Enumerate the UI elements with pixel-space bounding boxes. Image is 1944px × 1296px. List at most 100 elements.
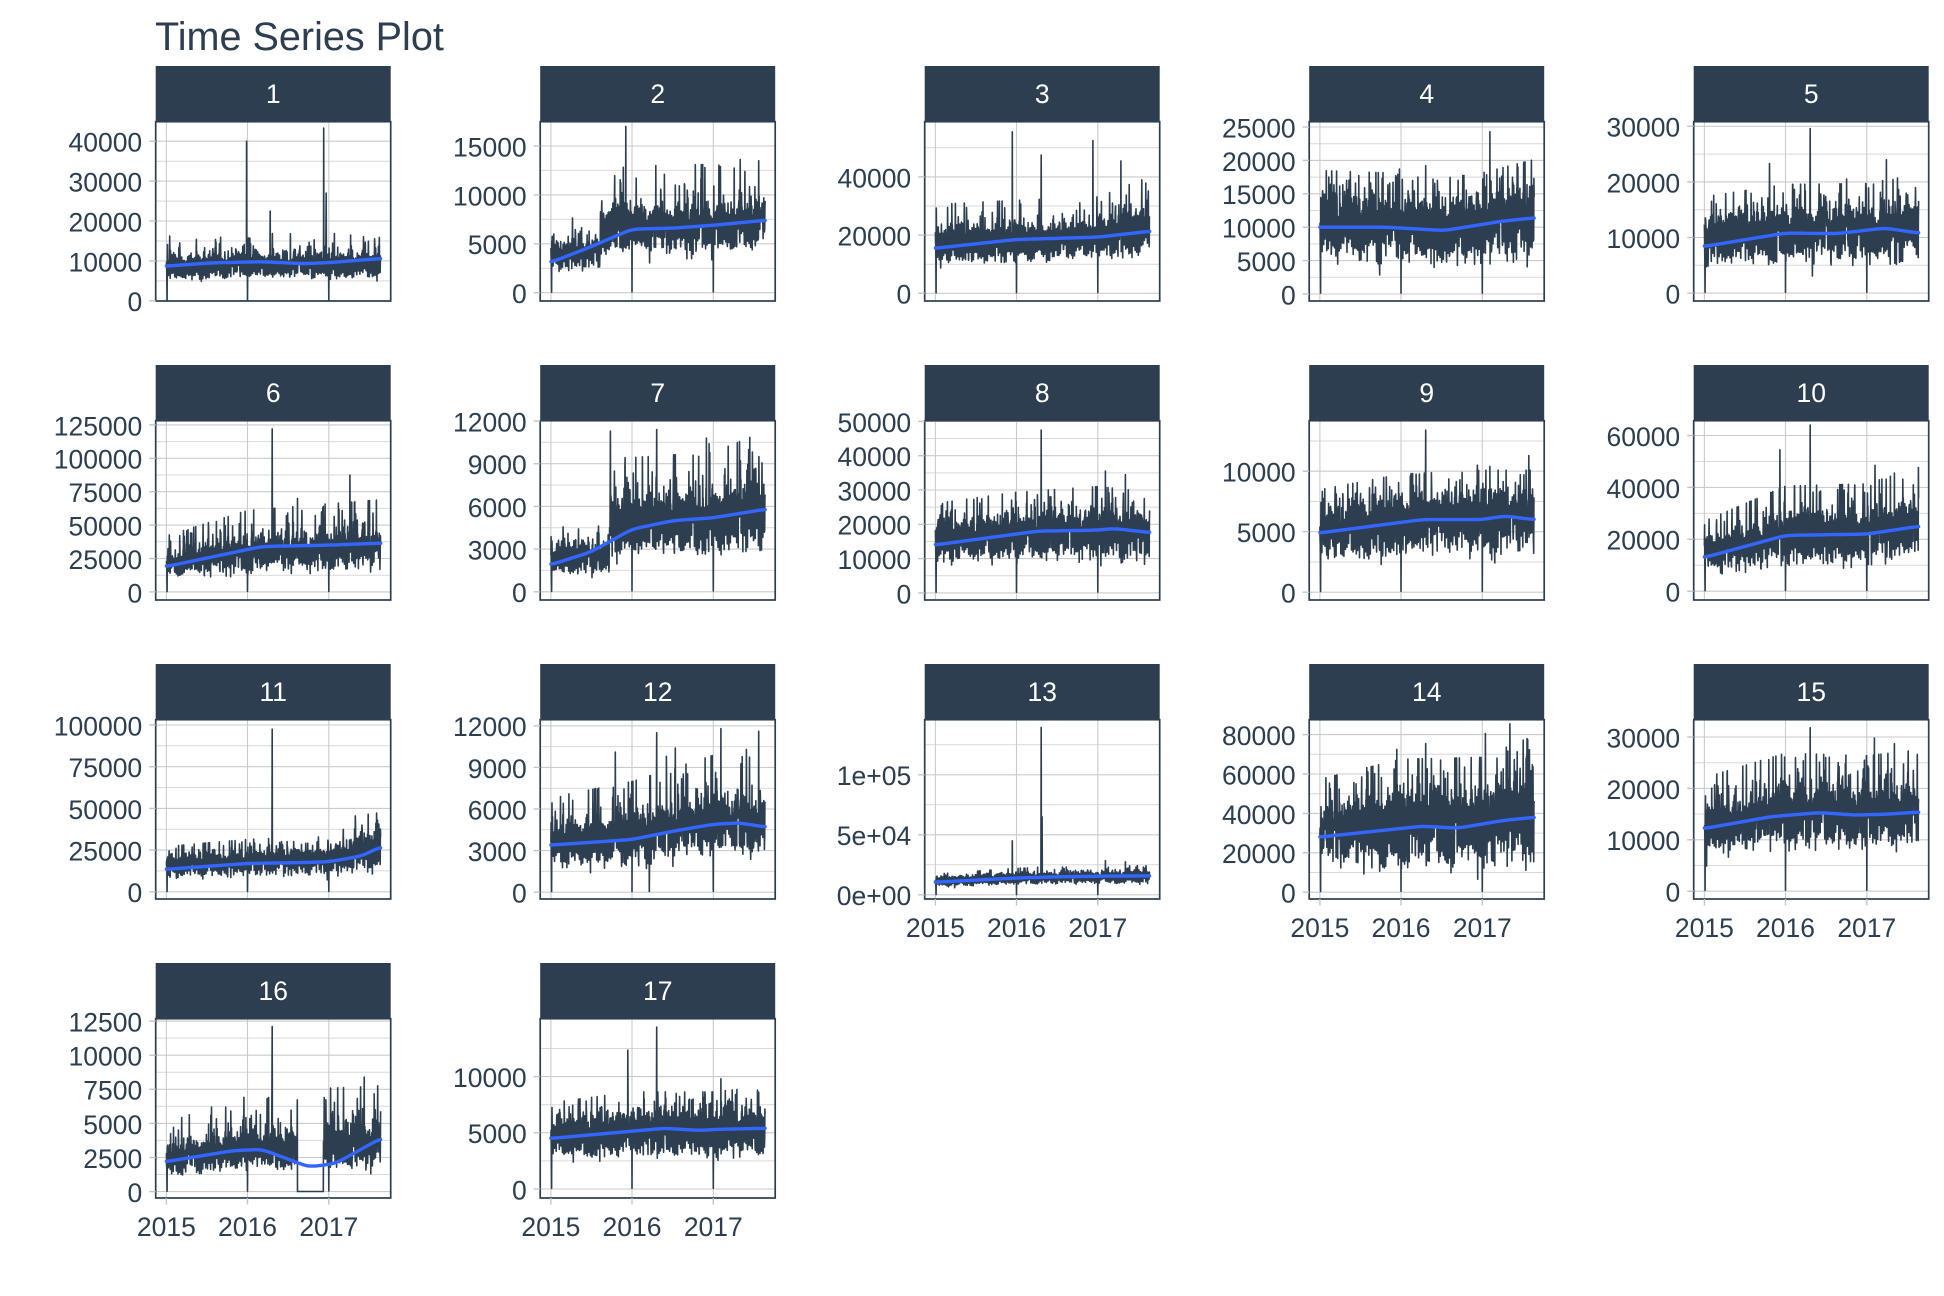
svg-text:20000: 20000 [837, 511, 911, 541]
svg-text:10000: 10000 [68, 247, 142, 277]
svg-text:5000: 5000 [83, 1110, 142, 1140]
svg-text:0: 0 [127, 1178, 142, 1208]
svg-text:14: 14 [1412, 677, 1441, 707]
svg-text:10000: 10000 [837, 545, 911, 575]
svg-text:9: 9 [1419, 378, 1434, 408]
svg-text:5000: 5000 [1237, 518, 1296, 548]
svg-text:12500: 12500 [68, 1008, 142, 1038]
svg-text:40000: 40000 [68, 128, 142, 158]
svg-text:20000: 20000 [1606, 168, 1680, 198]
svg-text:1: 1 [266, 79, 281, 109]
svg-text:60000: 60000 [1606, 422, 1680, 452]
svg-text:20000: 20000 [1222, 147, 1296, 177]
svg-text:0: 0 [896, 579, 911, 609]
svg-text:2015: 2015 [137, 1212, 196, 1242]
svg-text:13: 13 [1027, 677, 1056, 707]
svg-text:8: 8 [1035, 378, 1050, 408]
svg-text:0e+00: 0e+00 [837, 881, 911, 911]
svg-text:9000: 9000 [468, 754, 527, 784]
svg-text:15: 15 [1796, 677, 1825, 707]
svg-text:20000: 20000 [837, 222, 911, 252]
svg-text:40000: 40000 [1606, 474, 1680, 504]
svg-text:10000: 10000 [1606, 826, 1680, 856]
svg-text:10000: 10000 [1606, 224, 1680, 254]
svg-text:5: 5 [1804, 79, 1819, 109]
svg-text:40000: 40000 [837, 442, 911, 472]
svg-text:20000: 20000 [68, 207, 142, 237]
svg-text:0: 0 [1281, 280, 1296, 310]
svg-text:0: 0 [127, 578, 142, 608]
svg-text:0: 0 [1665, 280, 1680, 310]
svg-text:20000: 20000 [1606, 526, 1680, 556]
svg-text:15000: 15000 [453, 132, 527, 162]
svg-text:2017: 2017 [1453, 913, 1512, 943]
svg-text:50000: 50000 [68, 795, 142, 825]
svg-text:3000: 3000 [468, 536, 527, 566]
svg-text:3000: 3000 [468, 837, 527, 867]
svg-text:75000: 75000 [68, 753, 142, 783]
svg-text:Time Series Plot: Time Series Plot [155, 15, 444, 59]
svg-text:0: 0 [1665, 878, 1680, 908]
svg-text:30000: 30000 [1606, 723, 1680, 753]
svg-text:12000: 12000 [453, 712, 527, 742]
svg-text:2015: 2015 [1290, 913, 1349, 943]
svg-text:40000: 40000 [837, 163, 911, 193]
svg-text:2016: 2016 [1756, 913, 1815, 943]
svg-text:10000: 10000 [68, 1042, 142, 1072]
svg-text:2015: 2015 [906, 913, 965, 943]
svg-text:0: 0 [127, 878, 142, 908]
svg-text:2017: 2017 [299, 1212, 358, 1242]
svg-text:20000: 20000 [1606, 775, 1680, 805]
svg-text:0: 0 [512, 279, 527, 309]
svg-text:2016: 2016 [1372, 913, 1431, 943]
svg-text:50000: 50000 [837, 408, 911, 438]
svg-text:40000: 40000 [1222, 800, 1296, 830]
svg-text:2500: 2500 [83, 1144, 142, 1174]
svg-text:0: 0 [512, 578, 527, 608]
svg-text:11: 11 [259, 677, 287, 707]
svg-text:2015: 2015 [521, 1212, 580, 1242]
svg-text:60000: 60000 [1222, 760, 1296, 790]
svg-text:0: 0 [127, 287, 142, 317]
svg-text:10: 10 [1796, 378, 1825, 408]
svg-text:17: 17 [643, 976, 672, 1006]
svg-text:100000: 100000 [54, 711, 142, 741]
svg-text:100000: 100000 [54, 445, 142, 475]
svg-text:2017: 2017 [1068, 913, 1127, 943]
svg-text:15000: 15000 [1222, 180, 1296, 210]
svg-text:6000: 6000 [468, 795, 527, 825]
svg-text:30000: 30000 [837, 476, 911, 506]
svg-text:7: 7 [650, 378, 665, 408]
svg-text:25000: 25000 [68, 545, 142, 575]
svg-text:2017: 2017 [1837, 913, 1896, 943]
svg-text:2016: 2016 [987, 913, 1046, 943]
svg-text:2: 2 [650, 79, 665, 109]
svg-text:2015: 2015 [1675, 913, 1734, 943]
svg-text:0: 0 [1281, 579, 1296, 609]
svg-text:80000: 80000 [1222, 721, 1296, 751]
svg-text:10000: 10000 [1222, 458, 1296, 488]
svg-text:9000: 9000 [468, 450, 527, 480]
svg-text:25000: 25000 [68, 837, 142, 867]
svg-text:5000: 5000 [1237, 247, 1296, 277]
svg-text:0: 0 [512, 1175, 527, 1205]
svg-text:30000: 30000 [68, 168, 142, 198]
svg-text:10000: 10000 [453, 1063, 527, 1093]
svg-text:16: 16 [258, 976, 287, 1006]
svg-text:3: 3 [1035, 79, 1050, 109]
svg-text:6000: 6000 [468, 493, 527, 523]
svg-text:2016: 2016 [218, 1212, 277, 1242]
svg-text:30000: 30000 [1606, 113, 1680, 143]
svg-text:2017: 2017 [684, 1212, 743, 1242]
svg-text:10000: 10000 [1222, 214, 1296, 244]
svg-text:0: 0 [1281, 879, 1296, 909]
svg-text:125000: 125000 [54, 411, 142, 441]
svg-text:0: 0 [896, 280, 911, 310]
svg-text:0: 0 [1665, 578, 1680, 608]
svg-text:5e+04: 5e+04 [837, 821, 911, 851]
svg-text:2016: 2016 [603, 1212, 662, 1242]
svg-text:0: 0 [512, 879, 527, 909]
svg-text:12: 12 [643, 677, 672, 707]
svg-text:10000: 10000 [453, 181, 527, 211]
svg-text:20000: 20000 [1222, 839, 1296, 869]
